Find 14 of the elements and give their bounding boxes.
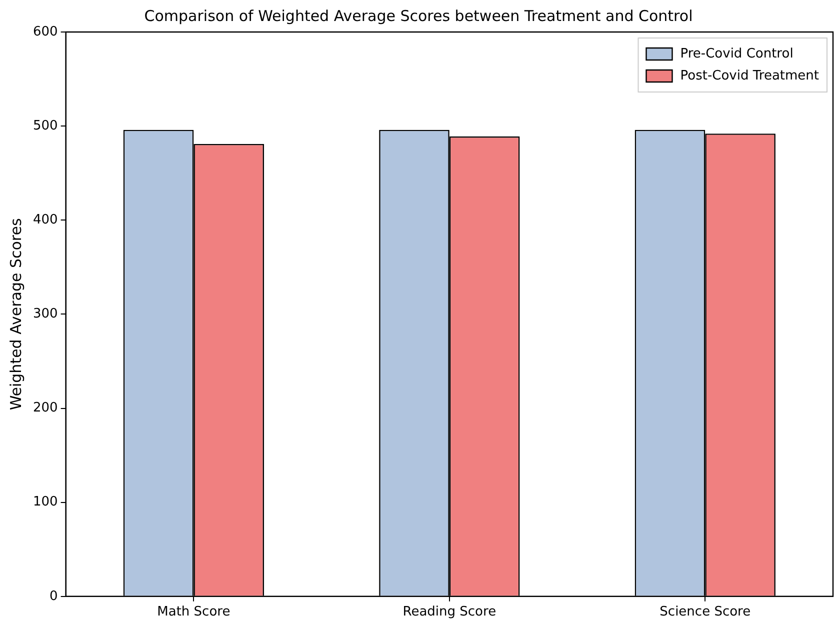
- x-tick-label: Math Score: [157, 604, 230, 620]
- legend-label: Post-Covid Treatment: [680, 68, 820, 84]
- y-tick-label: 500: [32, 118, 58, 134]
- y-tick-label: 0: [50, 588, 58, 604]
- y-tick-label: 200: [32, 400, 58, 416]
- y-tick-label: 300: [32, 306, 58, 322]
- chart-title: Comparison of Weighted Average Scores between Treatment and Control: [144, 6, 693, 25]
- y-axis-title: Weighted Average Scores: [6, 218, 25, 410]
- y-tick-label: 100: [32, 494, 58, 510]
- x-tick-label: Science Score: [660, 604, 751, 620]
- y-tick-label: 600: [32, 24, 58, 40]
- legend-label: Pre-Covid Control: [680, 46, 794, 62]
- x-tick-label: Reading Score: [402, 604, 496, 620]
- y-tick-label: 400: [32, 212, 58, 228]
